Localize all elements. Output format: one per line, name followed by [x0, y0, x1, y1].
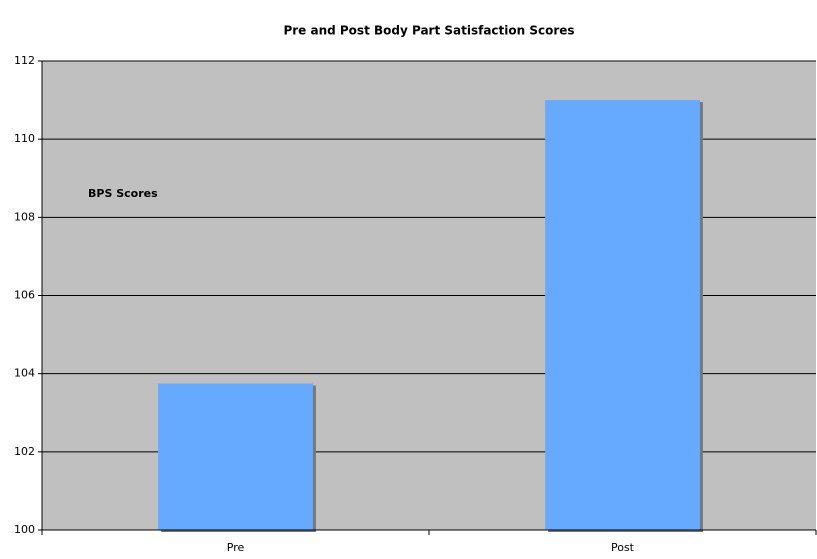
x-tick-label: Post [611, 541, 635, 554]
y-tick-label: 106 [14, 289, 35, 302]
x-tick-label: Pre [227, 541, 245, 554]
chart-title: Pre and Post Body Part Satisfaction Scor… [283, 24, 574, 38]
bar [545, 100, 700, 530]
y-tick-label: 108 [14, 210, 35, 223]
y-tick-label: 112 [14, 54, 35, 67]
y-axis-label: BPS Scores [88, 187, 158, 200]
y-tick-label: 104 [14, 367, 35, 380]
bar [158, 383, 313, 530]
y-tick-label: 100 [14, 523, 35, 536]
y-tick-label: 102 [14, 445, 35, 458]
y-tick-label: 110 [14, 132, 35, 145]
